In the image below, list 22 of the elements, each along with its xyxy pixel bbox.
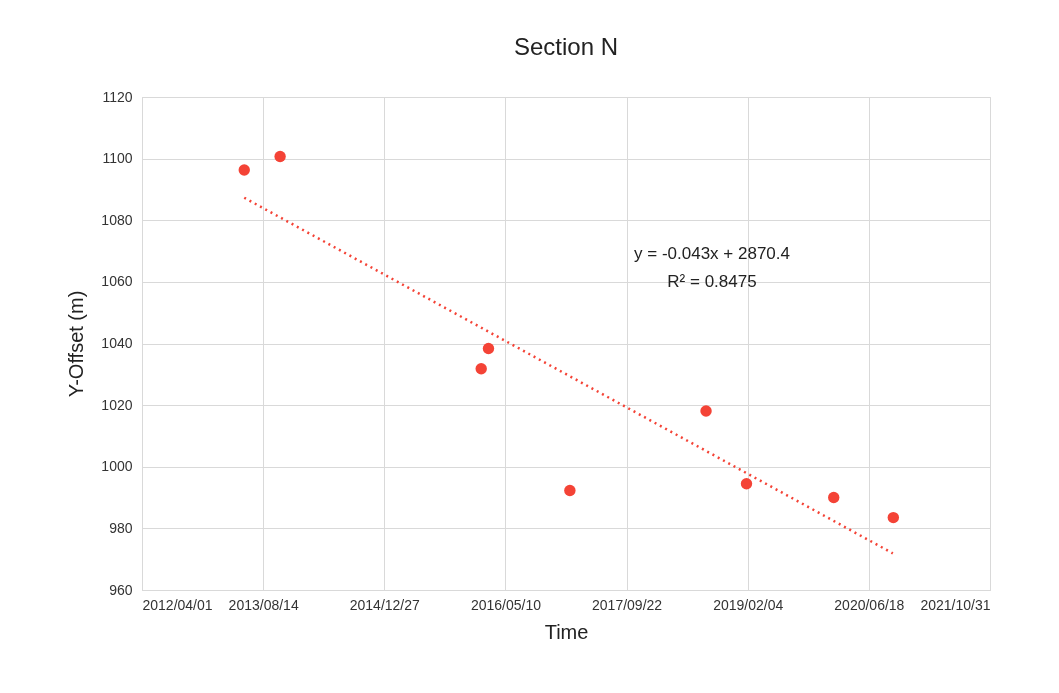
x-tick-label: 2013/08/14 [228, 596, 299, 613]
y-tick-label: 960 [109, 581, 133, 598]
y-tick-label: 1000 [101, 458, 133, 475]
x-axis-title: Time [544, 620, 589, 643]
y-axis-title: Y-Offset (m) [65, 290, 88, 398]
annotation: y = -0.043x + 2870.4 [634, 244, 790, 263]
chart-title: Section N [513, 33, 619, 60]
y-tick-label: 980 [109, 519, 133, 536]
y-tick-label: 1040 [101, 335, 133, 351]
x-tick-label: 2012/04/01 [142, 596, 213, 613]
y-tick-label: 1100 [102, 150, 133, 167]
x-tick-label: 2014/12/27 [349, 596, 421, 613]
y-tick-label: 1080 [101, 211, 133, 228]
annotation: R² = 0.8475 [667, 272, 757, 291]
x-tick-label: 2016/05/10 [470, 596, 542, 613]
x-tick-label: 2019/02/04 [713, 596, 784, 613]
y-tick-label: 1120 [102, 88, 133, 105]
y-tick-label: 1060 [101, 273, 133, 290]
x-tick-label: 2020/06/18 [834, 596, 905, 613]
y-tick-label: 1020 [101, 396, 133, 413]
x-tick-label: 2017/09/22 [592, 596, 663, 613]
x-tick-label: 2021/10/31 [920, 596, 991, 613]
